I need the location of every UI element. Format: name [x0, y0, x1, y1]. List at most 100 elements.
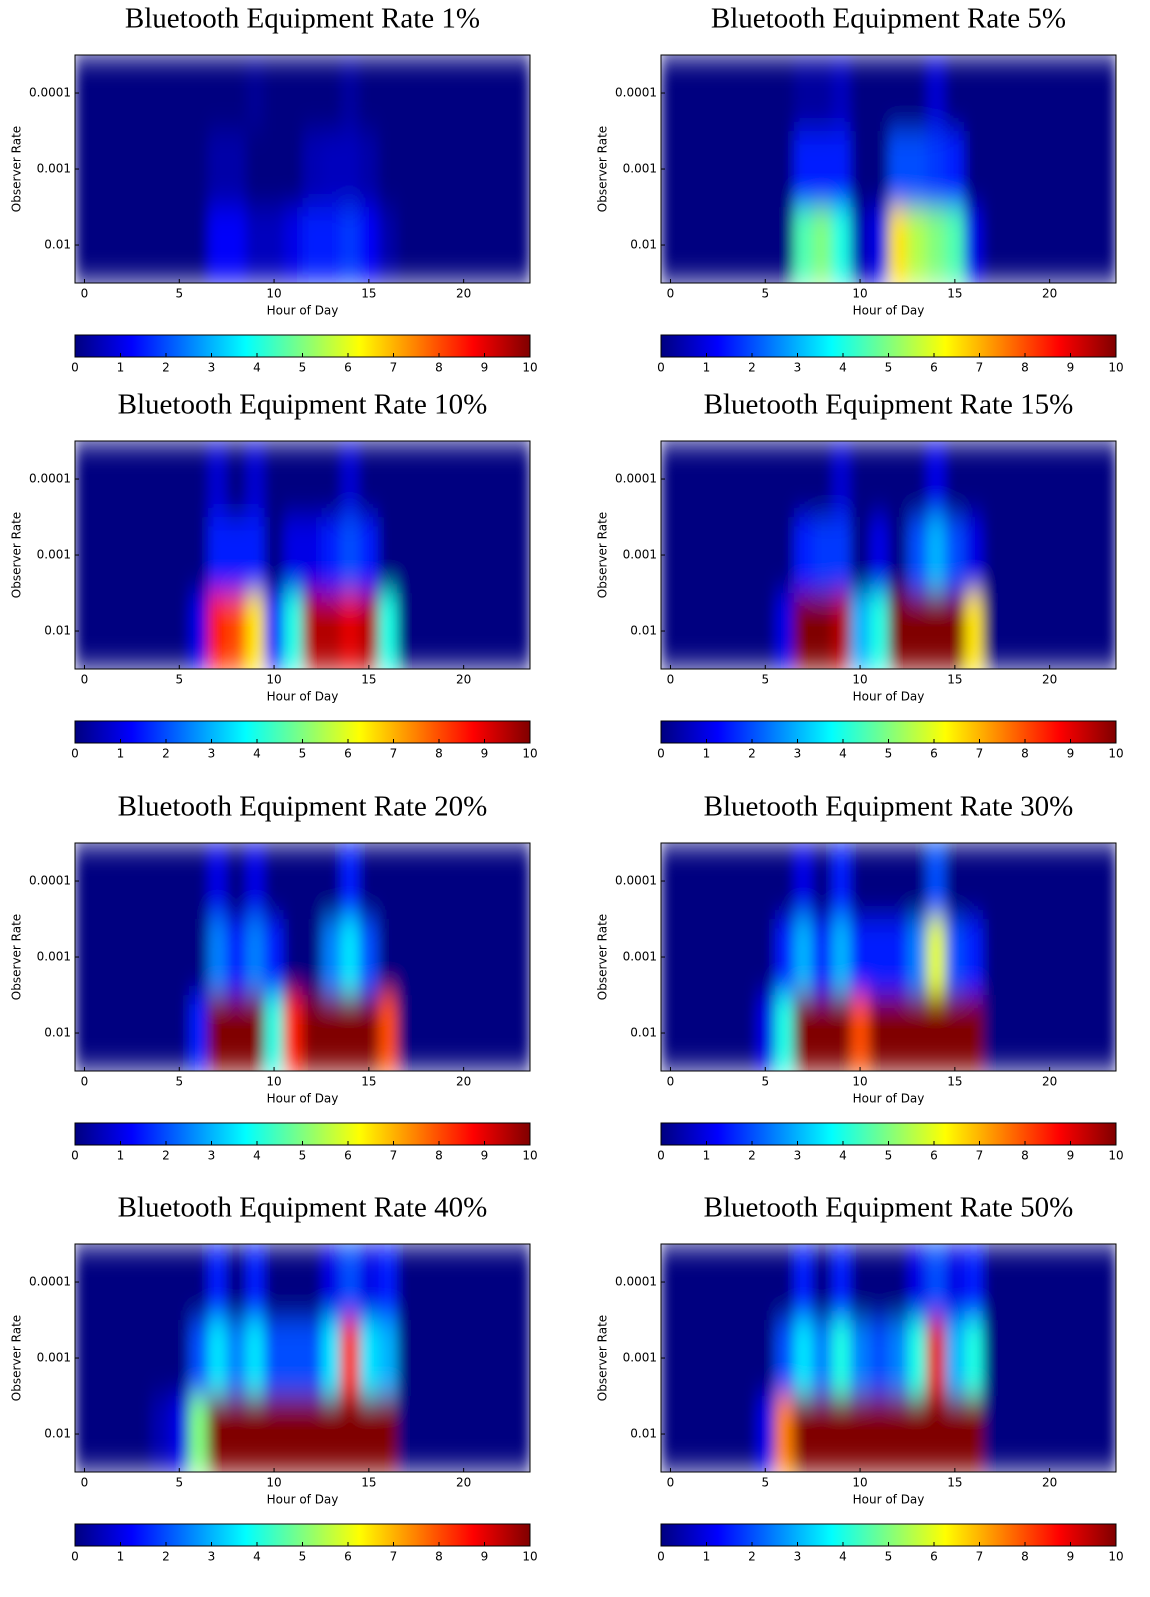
heatmap-cell: [264, 131, 285, 208]
heatmap-cell: [661, 1396, 681, 1472]
heatmap-cell: [755, 919, 776, 996]
heatmap-cell: [416, 1244, 436, 1321]
heatmap-cell: [831, 995, 852, 1071]
heatmap-cell: [321, 843, 342, 920]
heatmap-cell: [850, 1244, 871, 1321]
heatmap-cell: [1097, 843, 1116, 920]
heatmap-cell: [93, 131, 114, 208]
x-tick-label: 5: [175, 1476, 183, 1490]
chart-title: Bluetooth Equipment Rate 30%: [704, 791, 1074, 823]
heatmap-cell: [454, 131, 474, 208]
y-tick-label: 0.0001: [615, 472, 657, 486]
heatmap-cell: [1040, 1396, 1060, 1472]
heatmap-cell: [831, 55, 852, 132]
heatmap-cell: [698, 207, 719, 283]
heatmap-cell: [245, 55, 266, 132]
heatmap-cell: [416, 843, 436, 920]
heatmap-cell: [888, 919, 909, 996]
heatmap-cell: [1040, 441, 1060, 518]
heatmap-cell: [793, 1244, 814, 1321]
colorbar-tick-label: 8: [1021, 1149, 1029, 1163]
x-tick-label: 0: [667, 287, 675, 301]
x-tick-label: 0: [667, 1476, 675, 1490]
heatmap-cell: [850, 995, 871, 1071]
heatmap-cell: [964, 843, 984, 920]
heatmap-area: [75, 1244, 530, 1472]
heatmap-cell: [1021, 1320, 1041, 1397]
colorbar-tick-label: 8: [1021, 747, 1029, 761]
heatmap-cell: [850, 919, 871, 996]
heatmap-cell: [983, 1396, 1003, 1472]
heatmap-cell: [945, 207, 965, 283]
heatmap-cell: [473, 995, 493, 1071]
heatmap-cell: [435, 131, 455, 208]
heatmap-cell: [112, 441, 133, 518]
heatmap-cell: [679, 131, 700, 208]
heatmap-cell: [511, 517, 530, 594]
heatmap-cell: [926, 1396, 946, 1472]
colorbar-tick-label: 7: [976, 747, 984, 761]
heatmap-cell: [473, 131, 493, 208]
heatmap-cell: [321, 1320, 342, 1397]
heatmap-cell: [812, 1320, 833, 1397]
heatmap-cell: [359, 919, 379, 996]
heatmap-cell: [188, 1320, 209, 1397]
heatmap-cell: [359, 131, 379, 208]
colorbar-tick-label: 8: [435, 747, 443, 761]
heatmap-cell: [831, 1320, 852, 1397]
heatmap-cell: [416, 441, 436, 518]
heatmap-cell: [435, 593, 455, 669]
colorbar-tick-label: 10: [522, 1149, 537, 1163]
heatmap-cell: [321, 1396, 342, 1472]
heatmap-cell: [698, 517, 719, 594]
heatmap-cell: [888, 1244, 909, 1321]
heatmap-cell: [150, 593, 171, 669]
heatmap-cell: [131, 1320, 152, 1397]
heatmap-cell: [1078, 131, 1098, 208]
heatmap-cell: [473, 1320, 493, 1397]
heatmap-cell: [755, 55, 776, 132]
heatmap-cell: [492, 441, 512, 518]
heatmap-cell: [1097, 131, 1116, 208]
heatmap-cell: [473, 919, 493, 996]
heatmap-cell: [774, 919, 795, 996]
heatmap-cell: [888, 843, 909, 920]
heatmap-cell: [511, 843, 530, 920]
heatmap-cell: [340, 131, 360, 208]
heatmap-cell: [717, 1320, 738, 1397]
heatmap-cell: [774, 843, 795, 920]
heatmap-cell: [169, 1320, 190, 1397]
heatmap-cell: [283, 55, 304, 132]
colorbar-tick-label: 1: [117, 1149, 125, 1163]
heatmap-cell: [359, 1320, 379, 1397]
heatmap-cell: [321, 995, 342, 1071]
x-tick-label: 10: [266, 287, 281, 301]
heatmap-cell: [473, 441, 493, 518]
x-tick-label: 20: [456, 1075, 471, 1089]
chart-title: Bluetooth Equipment Rate 5%: [711, 3, 1066, 35]
heatmap-cell: [717, 1396, 738, 1472]
heatmap-cell: [226, 1320, 247, 1397]
heatmap-cell: [416, 919, 436, 996]
heatmap-cell: [131, 1244, 152, 1321]
heatmap-cell: [945, 441, 965, 518]
heatmap-cell: [226, 441, 247, 518]
chart-title: Bluetooth Equipment Rate 50%: [704, 1192, 1074, 1224]
heatmap-cell: [207, 131, 228, 208]
heatmap-cell: [131, 131, 152, 208]
heatmap-cell: [1021, 207, 1041, 283]
heatmap-cell: [717, 517, 738, 594]
colorbar-tick-label: 8: [435, 1149, 443, 1163]
colorbar-tick-label: 6: [930, 1149, 938, 1163]
heatmap-cell: [1040, 995, 1060, 1071]
heatmap-cell: [283, 207, 304, 283]
heatmap-cell: [188, 1244, 209, 1321]
x-tick-label: 0: [81, 1075, 89, 1089]
heatmap-cell: [1078, 919, 1098, 996]
heatmap-cell: [983, 995, 1003, 1071]
heatmap-cell: [1021, 1244, 1041, 1321]
heatmap-cell: [454, 441, 474, 518]
heatmap-cell: [416, 995, 436, 1071]
chart-title: Bluetooth Equipment Rate 40%: [118, 1192, 488, 1224]
heatmap-cell: [359, 517, 379, 594]
